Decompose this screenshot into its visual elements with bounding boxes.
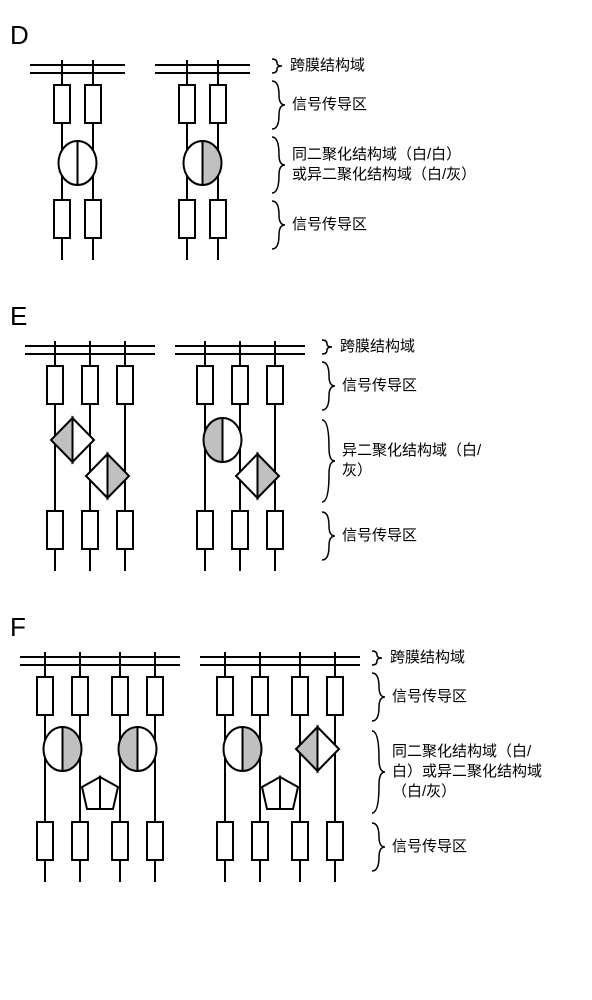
group-F2 xyxy=(217,652,343,882)
labels-F: 跨膜结构域 信号传导区 同二聚化结构域（白/白）或异二聚化结构域（白/灰） 信号… xyxy=(370,647,582,875)
label-dimer: 同二聚化结构域（白/白）或异二聚化结构域（白/灰） xyxy=(288,145,472,186)
panel-F: F xyxy=(10,612,582,887)
group-E1 xyxy=(47,341,133,571)
diagram-D xyxy=(10,55,270,265)
label-transmembrane: 跨膜结构域 xyxy=(336,337,415,357)
diagram-E xyxy=(10,336,320,576)
label-transmembrane: 跨膜结构域 xyxy=(386,648,465,668)
label-signaling: 信号传导区 xyxy=(288,215,367,235)
panel-letter-D: D xyxy=(10,20,582,51)
panel-E: E xyxy=(10,301,582,576)
labels-D: 跨膜结构域 信号传导区 同二聚化结构域（白/白）或异二聚化结构域（白/灰） 信号… xyxy=(270,55,582,253)
label-signaling: 信号传导区 xyxy=(338,376,417,396)
label-signaling: 信号传导区 xyxy=(388,837,467,857)
label-signaling: 信号传导区 xyxy=(288,95,367,115)
label-transmembrane: 跨膜结构域 xyxy=(286,56,365,76)
label-signaling: 信号传导区 xyxy=(338,526,417,546)
group-D1 xyxy=(54,60,101,260)
label-dimer-hetero: 异二聚化结构域（白/灰） xyxy=(338,441,502,482)
group-F1 xyxy=(37,652,163,882)
panel-D: D xyxy=(10,20,582,265)
group-D2 xyxy=(179,60,226,260)
label-dimer: 同二聚化结构域（白/白）或异二聚化结构域（白/灰） xyxy=(388,742,542,803)
label-signaling: 信号传导区 xyxy=(388,687,467,707)
diagram-F xyxy=(10,647,370,887)
panel-letter-E: E xyxy=(10,301,582,332)
labels-E: 跨膜结构域 信号传导区 异二聚化结构域（白/灰） 信号传导区 xyxy=(320,336,582,564)
group-E2 xyxy=(197,341,283,571)
panel-letter-F: F xyxy=(10,612,582,643)
